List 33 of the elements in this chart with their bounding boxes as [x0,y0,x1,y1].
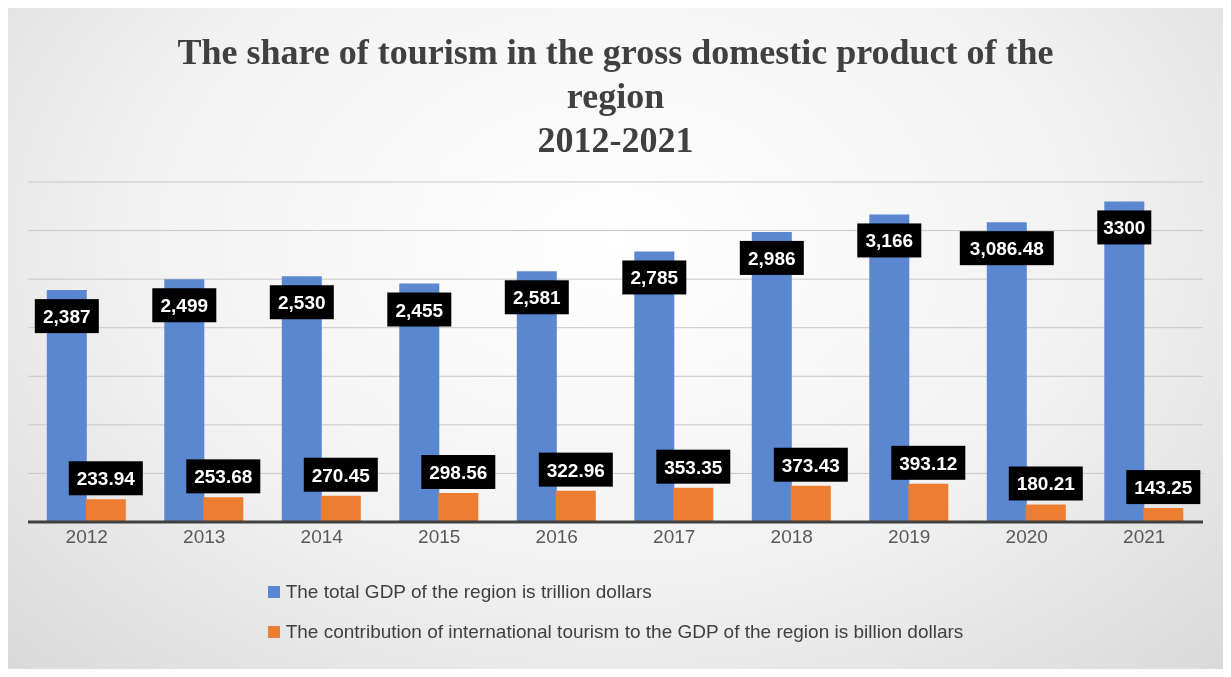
x-tick-label: 2014 [300,526,344,548]
x-tick-label: 2017 [653,526,696,548]
x-tick-label: 2012 [65,526,108,548]
data-label: 143.25 [1134,477,1193,499]
data-label: 2,530 [278,292,326,314]
data-label: 3,166 [865,230,914,252]
data-label: 298.56 [429,462,488,483]
data-label: 393.12 [899,452,958,474]
data-label: 322.96 [546,459,605,481]
data-label: 253.68 [194,466,253,488]
x-tick-label: 2016 [535,526,578,548]
x-tick-label: 2021 [1123,526,1166,548]
x-tick-label: 2018 [770,526,813,548]
data-label: 2,581 [513,287,562,309]
x-tick-label: 2019 [888,526,931,548]
data-label: 233.94 [76,468,136,490]
legend-label: The contribution of international tourism to the GDP of the region is billion dollars [285,621,964,643]
data-label: 3,086.48 [969,238,1044,260]
data-label: 2,387 [43,306,91,328]
x-tick-label: 2013 [183,526,226,548]
data-label: 3300 [1103,217,1146,239]
data-label: 373.43 [781,454,840,476]
data-label: 2,986 [748,247,796,269]
data-label: 353.35 [664,456,723,478]
data-label: 2,499 [160,295,209,317]
x-tick-label: 2020 [1005,526,1048,548]
chart-title: The share of tourism in the gross domestic product of the region 2012-2021 [176,31,1055,162]
x-tick-label: 2015 [418,526,461,548]
data-label: 270.45 [311,464,371,486]
legend-label: The total GDP of the region is trillion dollars [285,581,652,603]
data-label: 2,785 [630,267,679,289]
data-label: 2,455 [395,299,444,321]
data-label: 180.21 [1016,473,1076,495]
